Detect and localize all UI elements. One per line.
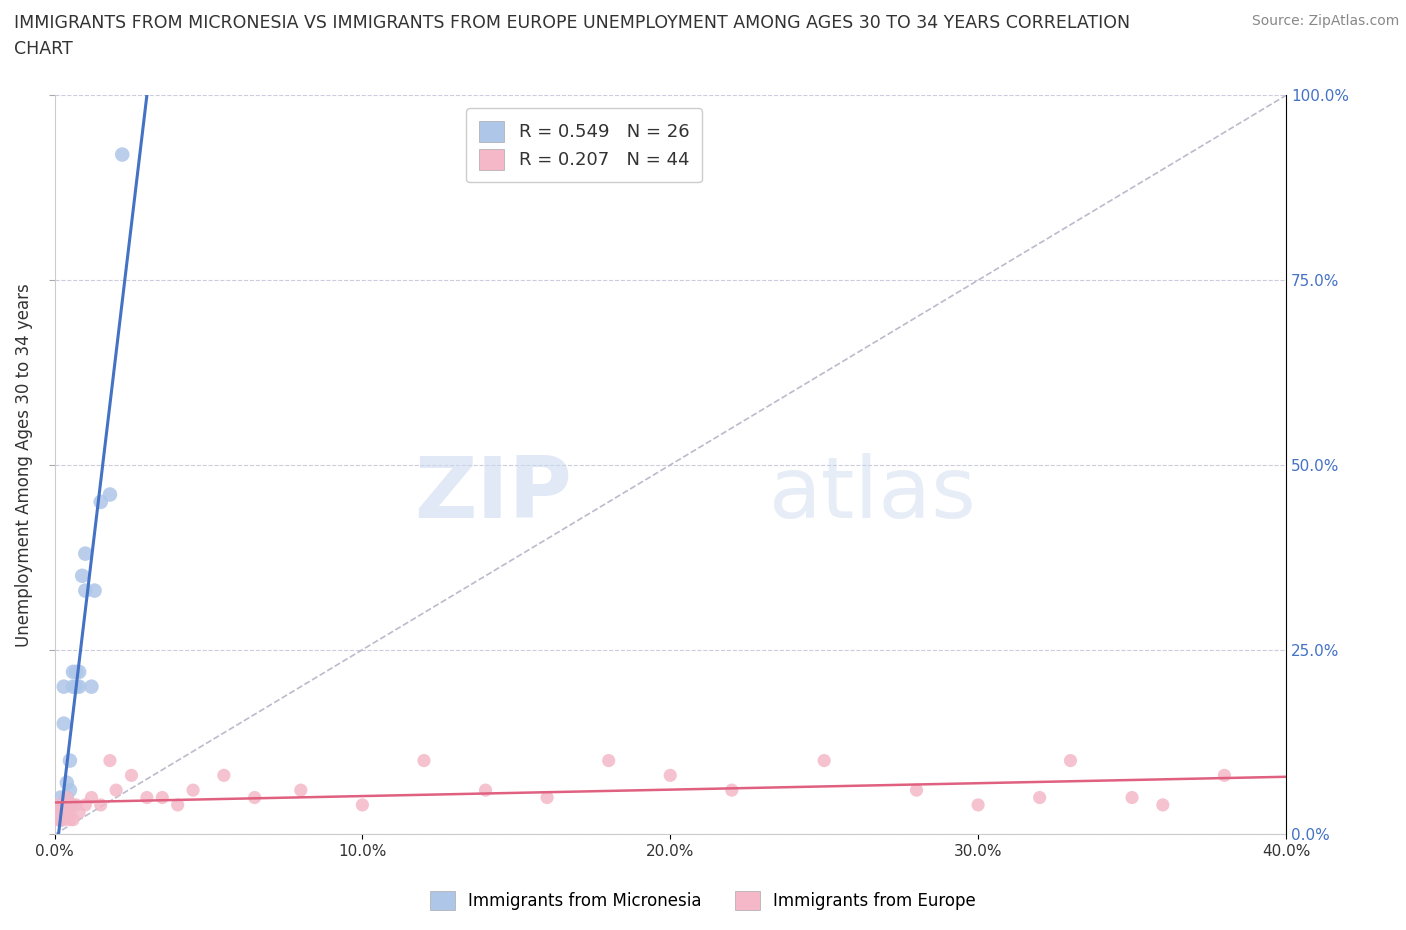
Point [150,790,173,805]
Point [1059,753,1081,768]
Point [98,753,121,768]
Point [536,790,558,805]
Point [75,546,97,561]
Point [59,797,82,812]
Point [67,664,90,679]
Point [46,812,69,827]
Point [80,679,103,694]
Point [105,783,128,798]
Text: atlas: atlas [769,453,977,536]
Point [243,790,266,805]
Legend: Immigrants from Micronesia, Immigrants from Europe: Immigrants from Micronesia, Immigrants f… [423,884,983,917]
Point [59,812,82,827]
Point [49,812,72,827]
Legend: R = 0.549   N = 26, R = 0.207   N = 44: R = 0.549 N = 26, R = 0.207 N = 44 [467,108,702,182]
Text: Source: ZipAtlas.com: Source: ZipAtlas.com [1251,14,1399,28]
Point [56,790,79,805]
Point [98,487,121,502]
Point [181,783,204,798]
Point [1152,797,1174,812]
Point [90,797,112,812]
Point [65,664,87,679]
Point [49,790,72,805]
Point [111,147,134,162]
Point [62,664,84,679]
Point [52,797,75,812]
Point [52,716,75,731]
Point [212,768,235,783]
Text: ZIP: ZIP [413,453,572,536]
Point [52,797,75,812]
Point [135,790,157,805]
Point [967,797,990,812]
Text: CHART: CHART [14,40,73,58]
Point [59,783,82,798]
Point [65,797,87,812]
Point [90,495,112,510]
Point [1213,768,1236,783]
Point [83,583,105,598]
Point [46,804,69,819]
Point [1121,790,1143,805]
Point [59,797,82,812]
Y-axis label: Unemployment Among Ages 30 to 34 years: Unemployment Among Ages 30 to 34 years [15,283,32,646]
Point [59,753,82,768]
Point [80,790,103,805]
Point [62,797,84,812]
Point [56,790,79,805]
Point [905,783,928,798]
Point [474,783,496,798]
Point [166,797,188,812]
Point [75,797,97,812]
Point [52,812,75,827]
Point [56,776,79,790]
Point [813,753,835,768]
Point [52,679,75,694]
Point [49,804,72,819]
Point [1028,790,1050,805]
Point [59,804,82,819]
Point [56,804,79,819]
Point [67,679,90,694]
Point [65,679,87,694]
Point [352,797,374,812]
Point [598,753,620,768]
Point [62,679,84,694]
Point [121,768,143,783]
Point [67,804,90,819]
Point [62,812,84,827]
Point [52,804,75,819]
Point [49,812,72,827]
Point [290,783,312,798]
Point [413,753,436,768]
Point [70,568,93,583]
Point [46,797,69,812]
Point [659,768,682,783]
Text: IMMIGRANTS FROM MICRONESIA VS IMMIGRANTS FROM EUROPE UNEMPLOYMENT AMONG AGES 30 : IMMIGRANTS FROM MICRONESIA VS IMMIGRANTS… [14,14,1130,32]
Point [75,583,97,598]
Point [56,804,79,819]
Point [720,783,742,798]
